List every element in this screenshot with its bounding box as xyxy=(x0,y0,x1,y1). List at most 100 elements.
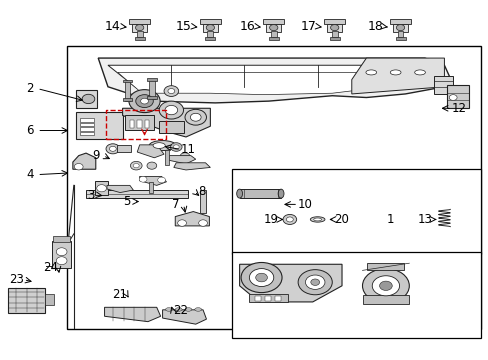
Circle shape xyxy=(109,146,116,151)
Text: 8: 8 xyxy=(198,185,205,198)
Circle shape xyxy=(283,215,296,225)
Circle shape xyxy=(269,24,277,31)
Circle shape xyxy=(371,276,399,296)
Text: 21: 21 xyxy=(111,288,126,301)
Circle shape xyxy=(164,105,177,115)
Bar xyxy=(66,45,480,329)
Circle shape xyxy=(396,24,404,31)
Circle shape xyxy=(56,248,67,256)
Circle shape xyxy=(305,275,325,289)
Bar xyxy=(263,19,284,24)
Text: 12: 12 xyxy=(450,102,466,115)
Bar xyxy=(366,263,404,270)
Text: 22: 22 xyxy=(172,305,187,318)
Bar xyxy=(274,296,280,301)
Circle shape xyxy=(133,163,139,168)
Bar xyxy=(76,112,122,139)
Bar xyxy=(86,190,188,198)
Circle shape xyxy=(141,98,148,104)
Bar xyxy=(147,78,157,81)
Polygon shape xyxy=(107,185,133,193)
Text: 13: 13 xyxy=(417,213,431,226)
Text: 1: 1 xyxy=(386,213,394,226)
Ellipse shape xyxy=(278,189,284,198)
Text: 2: 2 xyxy=(26,82,34,95)
Circle shape xyxy=(173,145,179,149)
Ellipse shape xyxy=(389,70,400,75)
Bar xyxy=(134,37,144,40)
Text: 19: 19 xyxy=(264,213,278,226)
Circle shape xyxy=(362,269,408,303)
Circle shape xyxy=(170,143,182,151)
Text: 16: 16 xyxy=(239,20,255,33)
Bar xyxy=(80,123,94,126)
Circle shape xyxy=(97,185,106,192)
Polygon shape xyxy=(175,212,209,226)
Circle shape xyxy=(163,86,178,96)
Polygon shape xyxy=(173,163,210,170)
Bar xyxy=(207,31,213,37)
Bar xyxy=(395,37,405,40)
Bar xyxy=(137,121,142,128)
Circle shape xyxy=(56,257,67,265)
Circle shape xyxy=(139,176,147,182)
Circle shape xyxy=(130,161,142,170)
Ellipse shape xyxy=(165,308,172,311)
Text: 15: 15 xyxy=(176,20,192,33)
Bar xyxy=(80,118,94,122)
Bar xyxy=(76,90,97,108)
Bar xyxy=(159,121,183,134)
Bar xyxy=(205,37,215,40)
Circle shape xyxy=(206,24,214,31)
Bar xyxy=(132,24,147,32)
Text: 18: 18 xyxy=(366,20,382,33)
Text: 24: 24 xyxy=(43,261,58,274)
Bar xyxy=(239,189,281,198)
Ellipse shape xyxy=(194,308,201,311)
Bar xyxy=(446,85,468,108)
Circle shape xyxy=(249,269,273,287)
Text: 17: 17 xyxy=(300,20,316,33)
Circle shape xyxy=(158,177,165,183)
Bar xyxy=(329,37,339,40)
Circle shape xyxy=(298,270,331,295)
Ellipse shape xyxy=(153,143,165,148)
Polygon shape xyxy=(122,108,210,137)
Ellipse shape xyxy=(365,70,376,75)
Bar xyxy=(80,132,94,135)
Bar xyxy=(137,31,142,37)
Circle shape xyxy=(310,279,319,285)
Circle shape xyxy=(147,162,157,169)
Circle shape xyxy=(177,220,186,226)
Polygon shape xyxy=(73,153,96,169)
Bar xyxy=(232,169,480,253)
Circle shape xyxy=(106,144,120,154)
Bar xyxy=(129,19,150,24)
Ellipse shape xyxy=(313,218,321,221)
Text: 9: 9 xyxy=(92,149,100,162)
Bar xyxy=(45,294,54,305)
Bar xyxy=(149,182,153,193)
Text: 23: 23 xyxy=(9,273,24,286)
Polygon shape xyxy=(98,58,448,103)
Text: 6: 6 xyxy=(26,124,34,137)
Bar xyxy=(266,24,281,32)
Ellipse shape xyxy=(414,70,425,75)
Circle shape xyxy=(184,109,206,125)
Bar xyxy=(324,19,345,24)
Text: 10: 10 xyxy=(297,198,312,211)
Bar xyxy=(130,121,134,128)
Ellipse shape xyxy=(236,189,242,198)
Bar xyxy=(122,80,132,82)
Bar xyxy=(331,31,337,37)
Bar xyxy=(117,145,131,152)
Bar xyxy=(389,19,410,24)
Text: 5: 5 xyxy=(122,195,130,208)
Polygon shape xyxy=(140,176,166,185)
Polygon shape xyxy=(118,72,395,95)
Bar xyxy=(270,31,276,37)
Bar xyxy=(362,295,408,304)
Ellipse shape xyxy=(310,217,325,222)
Bar xyxy=(268,37,278,40)
Ellipse shape xyxy=(175,308,182,311)
